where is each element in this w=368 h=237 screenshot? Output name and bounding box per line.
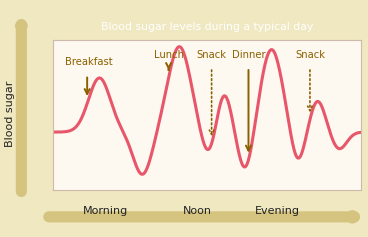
Text: Blood sugar levels during a typical day: Blood sugar levels during a typical day: [101, 22, 313, 32]
Text: Morning: Morning: [83, 206, 128, 216]
Text: Breakfast: Breakfast: [65, 57, 113, 67]
Text: Noon: Noon: [183, 206, 212, 216]
Text: Lunch: Lunch: [153, 50, 184, 60]
Text: Dinner: Dinner: [232, 50, 265, 60]
Text: Snack: Snack: [197, 50, 227, 60]
Text: Evening: Evening: [255, 206, 300, 216]
Text: Snack: Snack: [295, 50, 325, 60]
Text: Blood sugar: Blood sugar: [5, 81, 15, 147]
